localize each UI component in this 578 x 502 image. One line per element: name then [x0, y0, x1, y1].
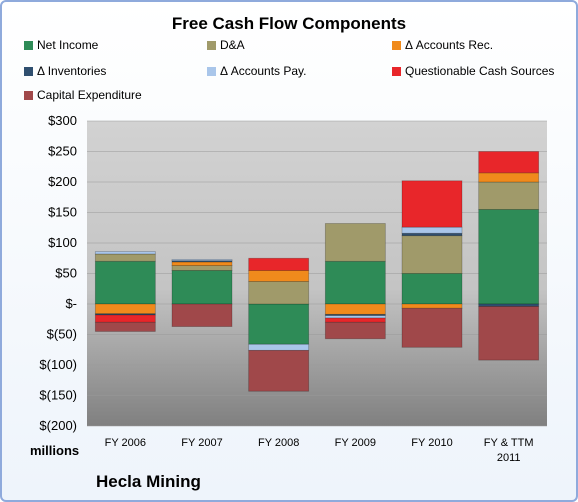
y-tick-label: $(150)	[39, 388, 77, 403]
legend-swatch	[207, 66, 216, 76]
bar-segment	[248, 281, 310, 305]
bar-segment	[248, 303, 310, 345]
bar-segment	[171, 259, 233, 262]
legend-label: Net Income	[37, 38, 99, 52]
bar-segment	[401, 226, 463, 234]
legend-item: Δ Accounts Rec.	[392, 38, 493, 52]
legend-swatch	[24, 40, 33, 50]
bar-segment	[248, 343, 310, 351]
bar-segment	[94, 314, 156, 323]
bar-segment	[248, 349, 310, 392]
y-tick-label: $150	[48, 205, 77, 220]
bar-segment	[94, 321, 156, 332]
legend-item: Capital Expenditure	[24, 88, 142, 102]
bar-segment	[94, 303, 156, 315]
bar-segment	[401, 303, 463, 309]
y-tick-label: $200	[48, 174, 77, 189]
legend-label: Δ Accounts Rec.	[405, 38, 494, 52]
bar-segment	[171, 261, 233, 266]
bar-segment	[171, 303, 233, 327]
x-axis: FY 2006 FY 2007 FY 2008 FY 2009 FY 2010 FY & …	[105, 437, 534, 464]
bar-segment	[171, 270, 233, 305]
bar-segment	[401, 235, 463, 274]
y-tick-label: $(100)	[39, 357, 77, 372]
legend-label: Capital Expenditure	[37, 88, 142, 102]
x-tick-label: FY & TTM 2011	[484, 437, 534, 464]
bar-segment	[324, 260, 386, 305]
bar-segment	[171, 265, 233, 271]
y-tick-label: $(200)	[39, 418, 77, 433]
x-tick-label: FY 2008	[258, 437, 299, 449]
legend-label: Δ Inventories	[37, 64, 107, 78]
legend-swatch	[24, 90, 33, 100]
legend-item: Net Income	[24, 38, 98, 52]
legend-item: Δ Accounts Pay.	[207, 64, 307, 78]
bar-segment	[478, 172, 540, 183]
bar-segment	[478, 151, 540, 174]
bar-segment	[94, 253, 156, 262]
y-tick-label: $100	[48, 235, 77, 250]
y-tick-label: $250	[48, 144, 77, 159]
bar-segment	[248, 257, 310, 271]
y-tick-label: $50	[55, 266, 77, 281]
x-tick-label: FY 2007	[181, 437, 222, 449]
bar-segment	[401, 307, 463, 348]
bar-segment	[401, 180, 463, 228]
chart-title: Free Cash Flow Components	[171, 14, 407, 33]
legend-swatch	[24, 66, 33, 76]
legend-item: Δ Inventories	[24, 64, 106, 78]
bar-segment	[94, 251, 156, 255]
bar-segment	[478, 181, 540, 210]
bar-segment	[324, 317, 386, 323]
bar-segment	[324, 321, 386, 340]
y-tick-label: $300	[48, 113, 77, 128]
x-tick-label: FY 2006	[105, 437, 146, 449]
y-axis: $300 $250 $200 $150 $100 $50 $- $(50) $(100) $(15…	[39, 113, 77, 433]
x-tick-label: FY 2009	[335, 437, 376, 449]
bar-segment	[324, 223, 386, 262]
legend-label: D&A	[220, 38, 245, 52]
bar-segment	[478, 209, 540, 305]
bar-segment	[478, 306, 540, 361]
legend-item: D&A	[207, 38, 245, 52]
legend-label: Δ Accounts Pay.	[220, 64, 307, 78]
legend-label: Questionable Cash Sources	[405, 64, 555, 78]
legend-swatch	[392, 40, 401, 50]
y-tick-label: $-	[65, 296, 77, 311]
gridlines	[87, 120, 547, 427]
x-tick-label: FY 2010	[411, 437, 452, 449]
legend-swatch	[207, 40, 216, 50]
bar-segment	[401, 273, 463, 305]
legend-swatch	[392, 66, 401, 76]
y-tick-label: $(50)	[47, 327, 77, 342]
bar-segment	[94, 260, 156, 305]
legend-item: Questionable Cash Sources	[392, 64, 554, 78]
unit-label: millions	[30, 443, 80, 458]
bar-segment	[248, 270, 310, 282]
company-name: Hecla Mining	[96, 472, 201, 491]
bars	[94, 151, 540, 392]
bar-segment	[324, 303, 386, 315]
